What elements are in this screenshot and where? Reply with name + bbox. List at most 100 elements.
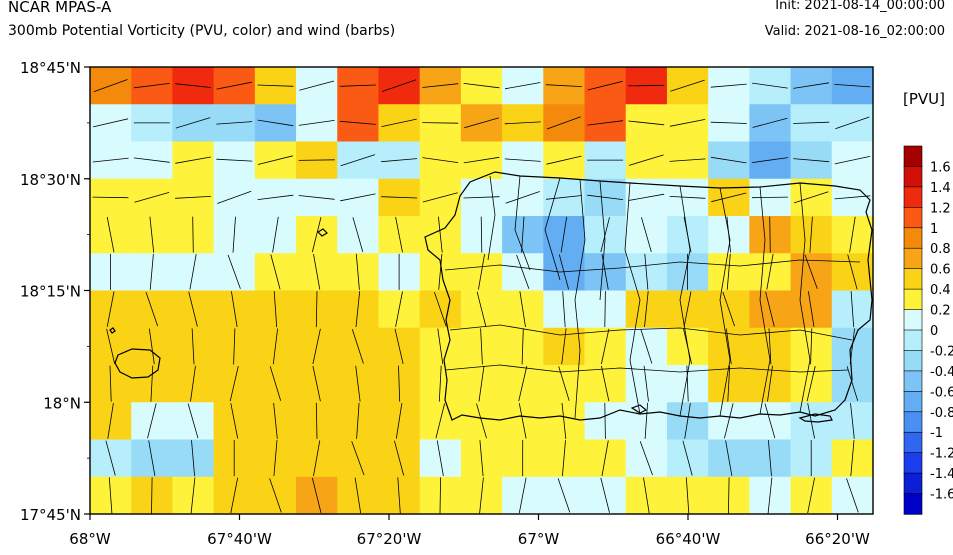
lat-tick-label: 18°15'N — [20, 283, 81, 301]
wind-barb — [189, 254, 197, 290]
wind-barb — [298, 195, 335, 200]
wind-barb — [644, 402, 648, 439]
wind-barb — [340, 154, 376, 167]
wind-barb — [298, 159, 335, 161]
wind-barb — [311, 217, 322, 253]
wind-barb — [108, 477, 113, 514]
valid-time: Valid: 2021-08-16_02:00:00 — [764, 24, 945, 39]
wind-barb — [463, 83, 500, 89]
colorbar-label: 0.6 — [930, 263, 951, 278]
wind-barb — [175, 196, 212, 199]
wind-barb — [670, 79, 705, 92]
wind-barb — [850, 291, 855, 328]
wind-barb — [191, 328, 195, 365]
pv-field — [90, 67, 874, 515]
wind-barb — [562, 440, 566, 477]
wind-barb — [340, 193, 376, 202]
wind-barb — [764, 403, 776, 439]
wind-barb — [521, 328, 524, 365]
wind-barb — [628, 193, 665, 201]
colorbar-label: 0.2 — [930, 304, 951, 319]
colorbar-segment — [903, 186, 923, 209]
wind-barb — [299, 80, 335, 91]
wind-barb — [768, 440, 772, 477]
colorbar-units: [PVU] — [903, 90, 945, 108]
wind-barb — [834, 84, 871, 88]
wind-barb — [270, 254, 281, 290]
wind-barb — [604, 291, 606, 328]
wind-barb — [435, 403, 445, 439]
wind-barb — [272, 328, 278, 365]
wind-barb — [395, 403, 403, 439]
pv-cell — [831, 104, 874, 143]
wind-barb — [710, 83, 747, 88]
wind-barb — [684, 403, 691, 439]
wind-barb — [604, 402, 606, 439]
wind-barb — [752, 117, 788, 128]
wind-barb — [149, 216, 155, 253]
lat-tick-label: 18°45'N — [20, 59, 81, 77]
pv-cell — [213, 178, 256, 217]
wind-barb — [216, 158, 253, 162]
wind-barb — [710, 121, 747, 124]
wind-barb — [352, 217, 364, 253]
lon-tick-label: 67°20'W — [357, 530, 422, 548]
wind-barb — [767, 477, 773, 514]
wind-barb — [725, 440, 733, 476]
wind-barb — [147, 403, 157, 439]
wind-barb — [752, 82, 788, 89]
wind-barb — [273, 291, 278, 328]
pv-cell — [172, 104, 215, 143]
wind-barb — [628, 84, 665, 87]
wind-barb — [479, 477, 484, 514]
wind-barb — [834, 195, 871, 200]
wind-barb — [191, 440, 195, 477]
wind-barb — [145, 291, 159, 327]
pv-cell — [419, 402, 462, 441]
wind-barb — [639, 441, 653, 476]
lon-tick-label: 67°40'W — [207, 530, 272, 548]
wind-barb — [587, 120, 624, 126]
wind-barb — [351, 329, 364, 364]
wind-barb — [518, 477, 527, 514]
caja-de-muertos-coast — [630, 404, 648, 414]
wind-barb — [767, 365, 773, 402]
wind-barb — [643, 365, 649, 402]
wind-barb — [106, 328, 116, 364]
wind-barbs — [92, 79, 871, 514]
wind-barb — [644, 253, 649, 290]
wind-barb — [315, 402, 318, 439]
wind-barb — [93, 118, 129, 128]
wind-barb — [641, 217, 652, 253]
wind-barb — [93, 79, 128, 93]
wind-barb — [217, 190, 252, 204]
wind-barb — [439, 477, 441, 514]
wind-barb — [807, 403, 815, 439]
wind-barb — [726, 253, 731, 290]
wind-barb — [504, 82, 541, 90]
wind-barb — [149, 253, 154, 290]
wind-barb — [422, 157, 459, 163]
wind-barb — [92, 157, 129, 163]
wind-barb — [381, 158, 418, 163]
wind-barb — [727, 365, 731, 402]
colorbar-label: -0.4 — [930, 365, 953, 380]
vieques-coast — [798, 413, 833, 423]
wind-barb — [230, 477, 239, 514]
wind-barb — [640, 329, 653, 364]
wind-barb — [233, 328, 236, 365]
wind-barb — [562, 291, 566, 328]
wind-barb — [381, 196, 418, 199]
wind-barb — [175, 156, 211, 164]
colorbar-segment — [903, 166, 923, 188]
colorbar-segment — [903, 207, 923, 229]
wind-barb — [476, 291, 487, 327]
wind-barb — [273, 402, 278, 439]
wind-barb — [479, 440, 484, 477]
colorbar-segment — [903, 329, 923, 352]
wind-barb — [725, 328, 732, 365]
wind-barb — [133, 157, 170, 163]
wind-barb — [269, 478, 282, 513]
wind-barb — [850, 402, 855, 439]
